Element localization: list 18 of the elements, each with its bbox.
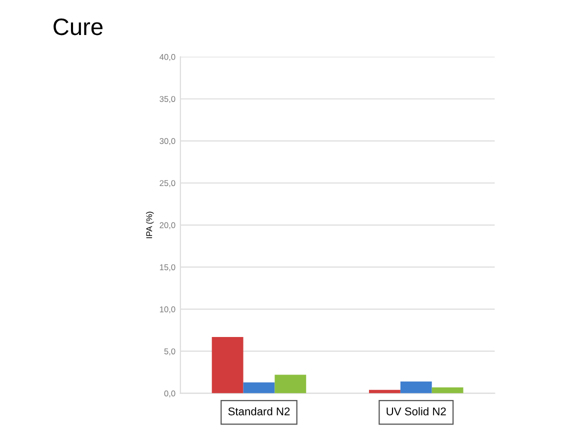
bar: [274, 374, 306, 394]
y-axis-title: IPA (%): [146, 212, 154, 238]
bar: [212, 336, 244, 394]
y-tick-label: 10,0: [160, 306, 176, 314]
y-tick-label: 25,0: [160, 180, 176, 188]
bar: [400, 382, 432, 394]
x-tick-label: Standard N2: [228, 407, 290, 416]
y-tick-label: 5,0: [164, 348, 176, 356]
bar: [243, 382, 275, 394]
bar: [432, 387, 464, 394]
chart-title: Cure: [54, 18, 103, 36]
y-tick-label: 30,0: [160, 138, 176, 146]
y-tick-label: 40,0: [160, 54, 176, 61]
y-tick-label: 20,0: [160, 222, 176, 230]
x-tick-label: UV Solid N2: [386, 407, 446, 416]
y-tick-label: 0,0: [164, 390, 176, 398]
y-tick-label: 15,0: [160, 264, 176, 272]
y-tick-label: 35,0: [160, 96, 176, 103]
